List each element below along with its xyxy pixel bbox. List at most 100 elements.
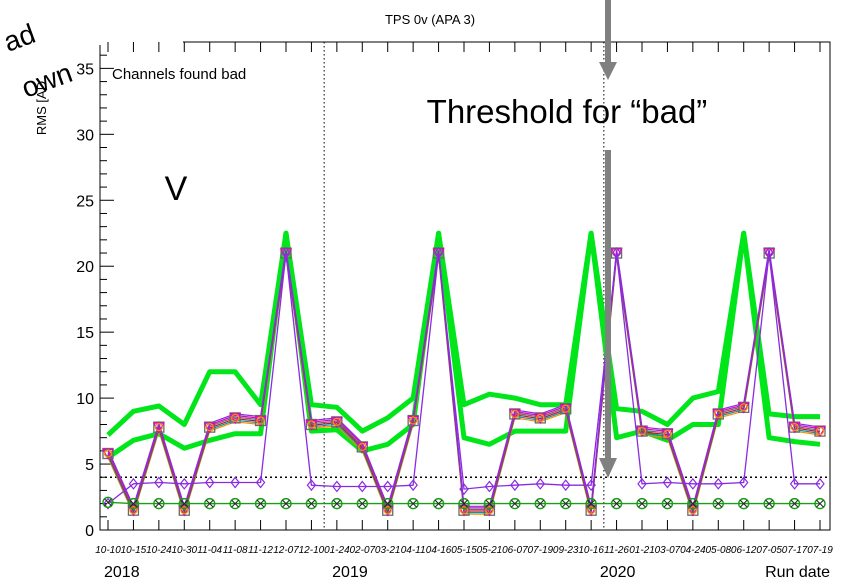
series-mid-marker — [764, 247, 774, 259]
series-mid-marker — [815, 477, 825, 490]
series-upper-marker — [790, 423, 799, 432]
x-tick-label: 10-30 — [171, 545, 197, 556]
series-mid-marker — [459, 483, 469, 496]
series-upper-marker — [637, 426, 647, 436]
x-tick-label: 05-08 — [705, 545, 731, 556]
series-low-marker — [127, 497, 140, 510]
series-mid-marker — [611, 247, 622, 259]
y-tick-label: 35 — [76, 61, 94, 78]
series-low-marker-cross — [790, 499, 799, 508]
series-upper-marker — [688, 506, 697, 515]
series-low-marker — [382, 497, 394, 510]
series-upper-marker — [510, 409, 519, 419]
series-mid-marker — [738, 476, 749, 489]
series-upper-line — [107, 249, 821, 509]
series-low-marker — [610, 497, 623, 510]
series-band-line — [106, 230, 820, 437]
series-low-marker-cross — [129, 499, 138, 508]
series-low-marker-cross — [714, 499, 723, 508]
series-mid-marker — [357, 480, 368, 493]
arrow-lower-shaft — [605, 150, 611, 460]
series-low-marker — [458, 497, 470, 510]
y-tick-label: 15 — [76, 325, 94, 342]
series-upper-marker — [256, 416, 265, 425]
series-low-marker-cross — [409, 499, 417, 508]
arrow-upper-head — [599, 62, 617, 80]
series-low-marker-cross — [587, 499, 595, 508]
series-mid-marker — [154, 476, 164, 489]
series-low-marker — [229, 497, 241, 510]
series-upper-marker — [409, 416, 418, 425]
series-low-marker — [585, 497, 597, 510]
series-low-marker-cross — [663, 499, 672, 508]
x-tick-label: 04-24 — [680, 545, 706, 556]
x-tick-label: 12-10 — [299, 545, 325, 556]
series-upper-line — [107, 256, 821, 517]
series-mid-marker — [332, 480, 342, 493]
x-tick-label: 05-15 — [451, 545, 477, 556]
series-low-marker-cross — [307, 499, 316, 508]
series-low-marker-cross — [561, 499, 570, 508]
x-tick-label: 06-07 — [502, 545, 528, 556]
series-upper-marker — [129, 506, 138, 515]
plot-border-mask — [98, 40, 183, 45]
series-layer — [101, 230, 827, 517]
series-upper-marker — [561, 404, 570, 413]
series-upper-marker — [485, 506, 494, 515]
series-low-marker-cross — [205, 499, 214, 508]
series-upper-line — [107, 253, 821, 514]
series-upper-marker — [383, 506, 392, 515]
series-low-marker — [254, 497, 267, 510]
series-mid-marker — [306, 479, 317, 492]
y-axis: 0 5 10 15 20 25 30 35 — [76, 54, 114, 540]
series-low-marker-cross — [460, 499, 468, 508]
series-mid-marker — [255, 476, 266, 489]
corner-annotation-line1: ad — [0, 18, 39, 58]
y-tick-label: 25 — [76, 193, 94, 210]
x-tick-label: 01-21 — [629, 545, 655, 556]
series-low-marker — [407, 497, 419, 510]
series-upper-marker — [815, 426, 825, 436]
corner-annotation-line2: own — [17, 57, 76, 104]
series-mid-marker — [662, 476, 673, 489]
series-mid-marker — [408, 479, 418, 492]
series-low-marker — [636, 497, 648, 510]
series-upper-marker — [231, 413, 240, 422]
plot-border — [99, 41, 831, 531]
x-tick-label: 10-15 — [121, 545, 147, 556]
series-mid-marker — [560, 479, 571, 492]
series-upper-line — [107, 255, 821, 515]
series-low-marker-cross — [231, 499, 239, 508]
series-mid-marker — [128, 477, 139, 490]
series-mid-marker — [230, 476, 240, 489]
series-low-marker — [280, 497, 292, 510]
series-mid-line — [107, 252, 820, 505]
x-tick-label: 01-24 — [324, 545, 350, 556]
series-low-marker-cross — [612, 499, 621, 508]
x-tick-label: 11-12 — [248, 545, 273, 556]
y-tick-label: 0 — [85, 523, 94, 540]
series-low-marker — [763, 497, 775, 510]
chart-title: TPS 0v (APA 3) — [385, 12, 475, 27]
series-low-marker — [204, 497, 216, 510]
series-mid-marker — [586, 479, 596, 492]
series-low-marker — [814, 497, 826, 510]
series-mid-marker — [484, 480, 495, 493]
series-low-marker-cross — [816, 499, 824, 508]
y-tick-label: 10 — [76, 391, 94, 408]
series-low-marker — [356, 497, 368, 510]
threshold-annotation: Threshold for “bad” — [427, 93, 708, 130]
series-mid-marker — [382, 480, 393, 493]
series-upper-marker — [739, 403, 748, 412]
series-low-marker-cross — [689, 499, 697, 508]
x-axis: 10-10 10-15 10-24 10-30 11-04 11-08 11-12 12-07… — [95, 42, 833, 581]
series-mid-marker — [433, 247, 444, 259]
series-low-marker — [153, 497, 165, 510]
series-upper-marker — [205, 423, 214, 432]
x-tick-label: 10-24 — [146, 545, 172, 556]
series-mid-marker — [713, 477, 724, 490]
x-tick-label: 03-21 — [375, 545, 401, 556]
y-tick-label: 30 — [76, 127, 94, 144]
x-tick-label: 07-17 — [782, 545, 808, 556]
